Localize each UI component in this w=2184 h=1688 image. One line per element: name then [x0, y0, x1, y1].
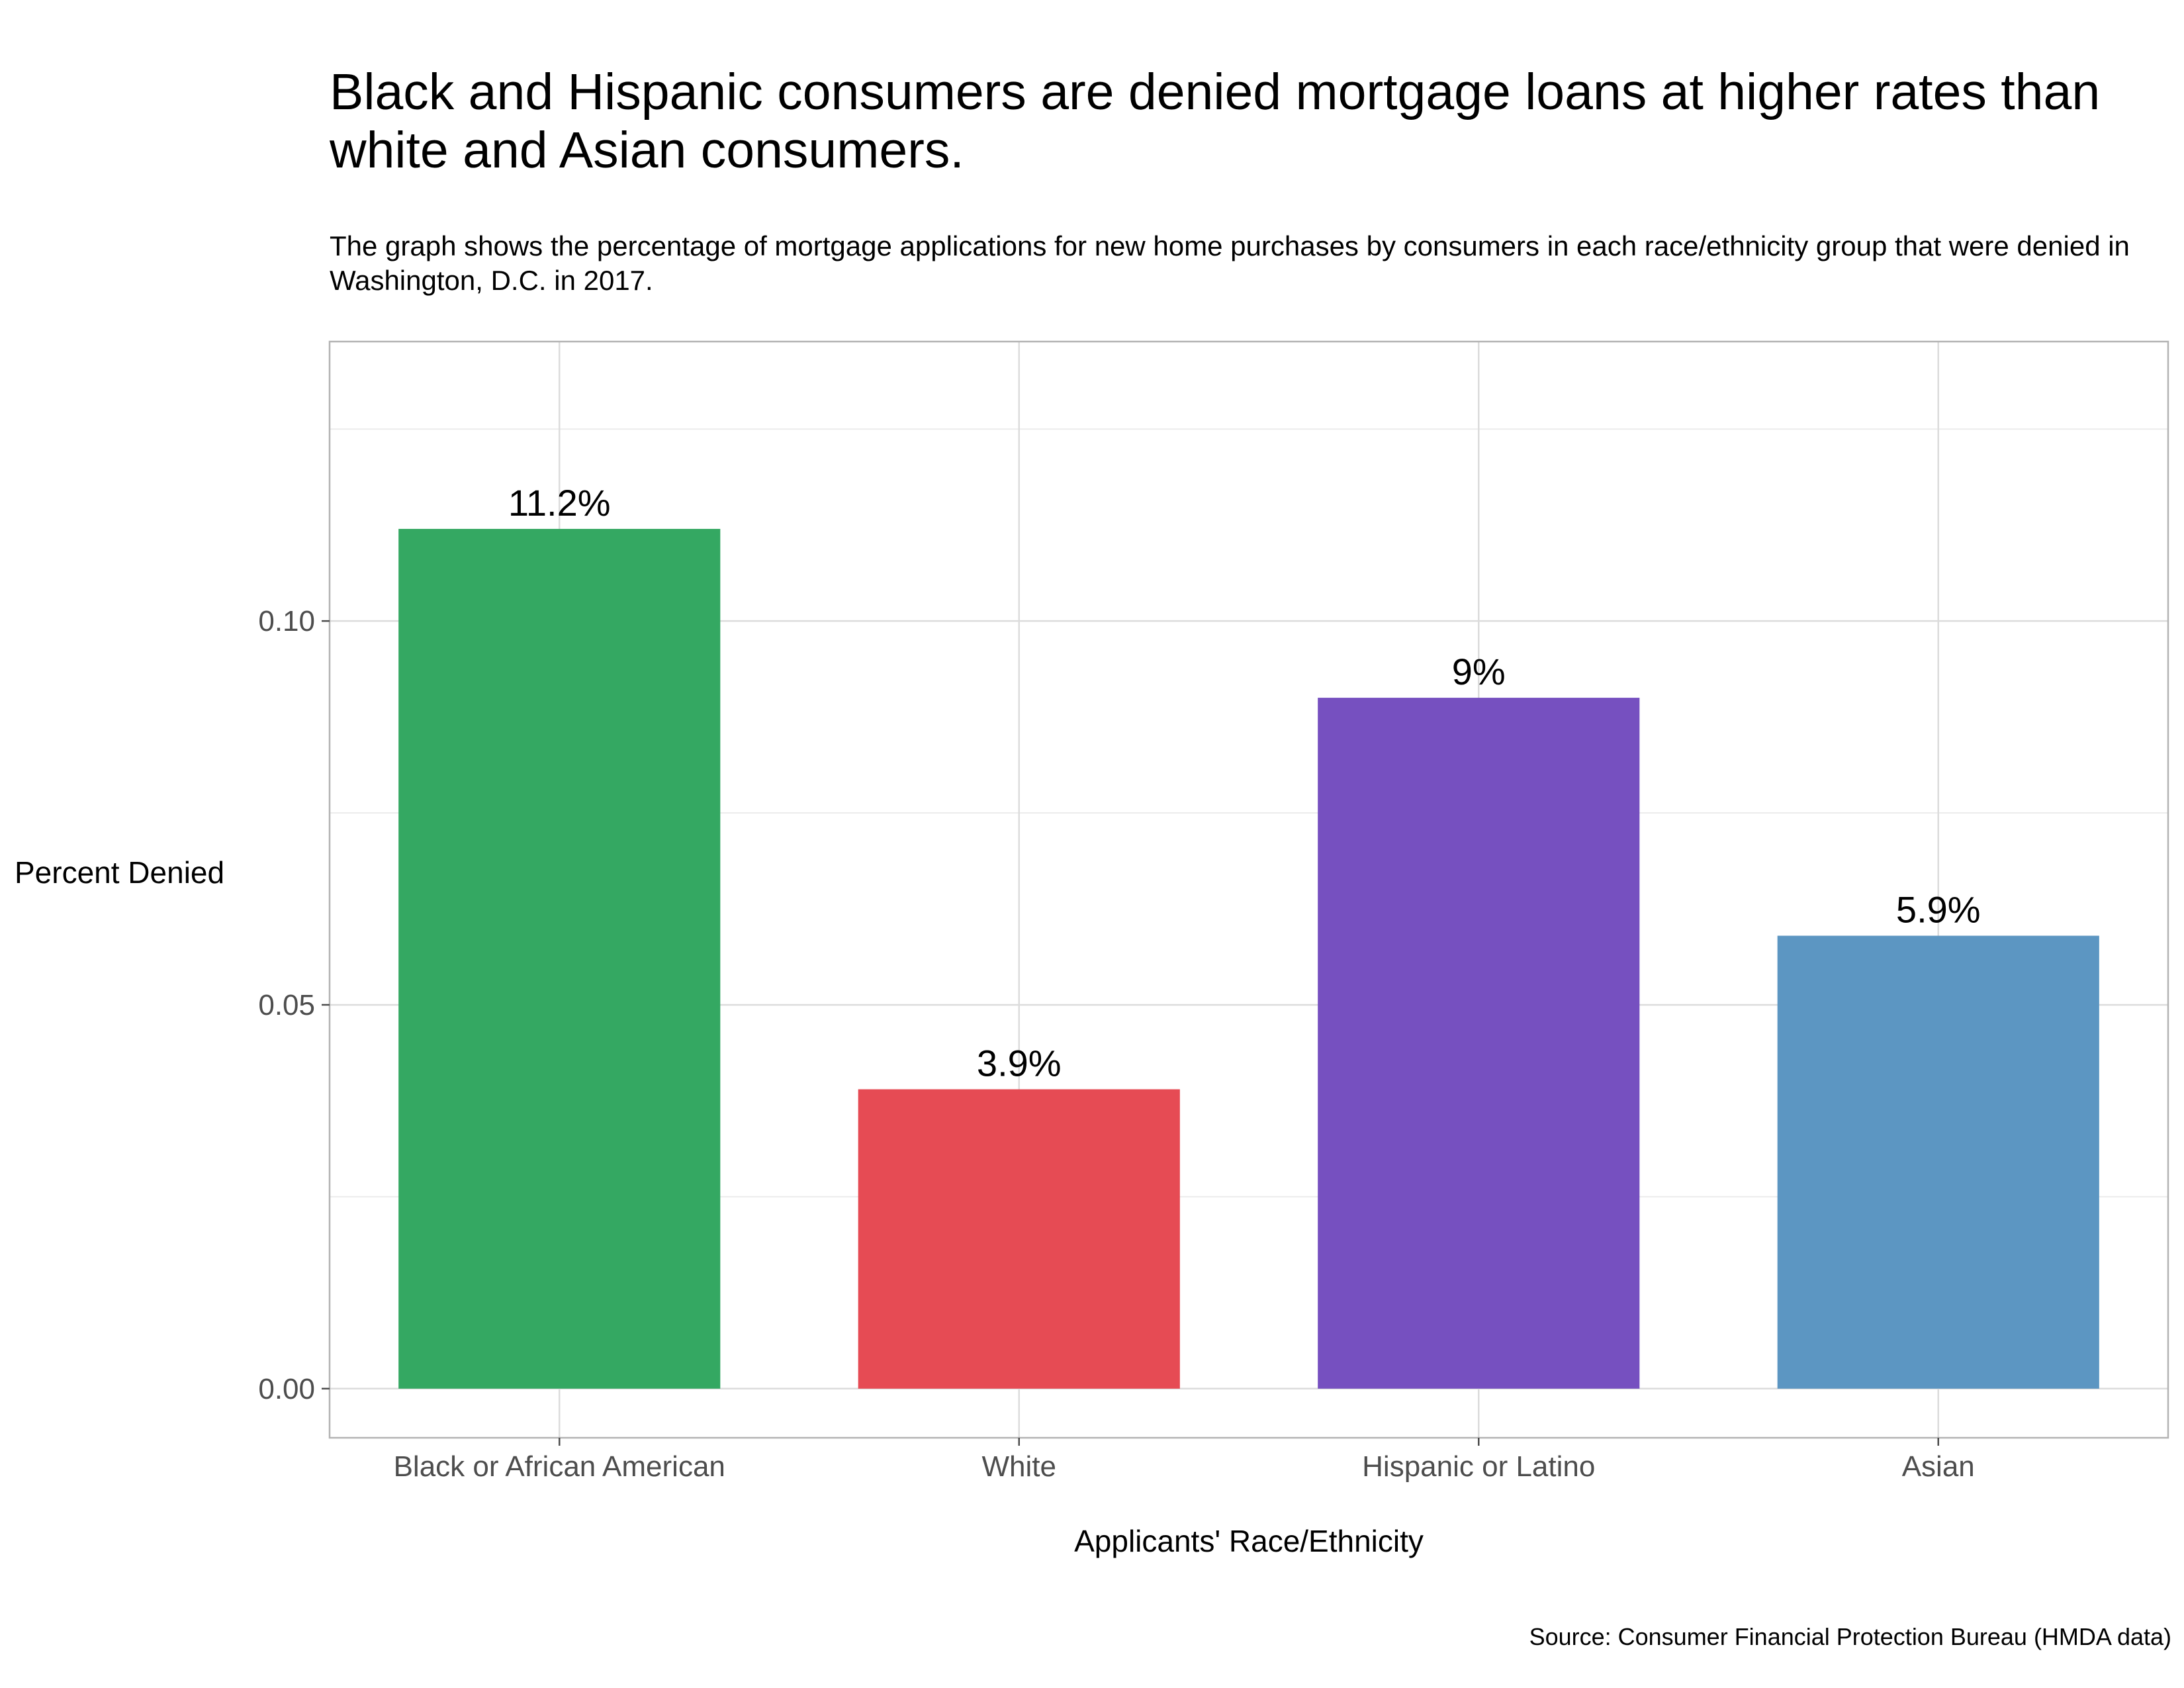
- bar-value-label: 11.2%: [508, 482, 611, 524]
- bar: [858, 1089, 1180, 1389]
- y-tick-label: 0.00: [258, 1373, 315, 1405]
- bar: [398, 528, 721, 1389]
- bar-value-label: 5.9%: [1896, 889, 1981, 931]
- plot-panel-border: [328, 340, 2169, 1439]
- chart-subtitle: The graph shows the percentage of mortga…: [330, 230, 2130, 296]
- data-labels: 11.2% 3.9% 9% 5.9%: [508, 482, 1981, 1084]
- bar-value-label: 3.9%: [977, 1043, 1062, 1084]
- x-tick-label: White: [982, 1450, 1056, 1483]
- axis-ticks: 0.00 0.05 0.10 Black or African American Whi…: [258, 605, 1974, 1483]
- bars: [398, 528, 2099, 1389]
- bar-value-label: 9%: [1452, 651, 1506, 692]
- chart-title: Black and Hispanic consumers are denied …: [330, 64, 2101, 179]
- bar: [1318, 698, 1640, 1389]
- source-caption: Source: Consumer Financial Protection Bu…: [1529, 1623, 2171, 1650]
- x-tick-label: Black or African American: [394, 1450, 725, 1483]
- y-tick-label: 0.05: [258, 989, 315, 1021]
- x-tick-label: Asian: [1902, 1450, 1975, 1483]
- x-tick-label: Hispanic or Latino: [1362, 1450, 1595, 1483]
- bar: [1777, 935, 2099, 1389]
- x-axis-title: Applicants' Race/Ethnicity: [1074, 1524, 1424, 1558]
- y-tick-label: 0.10: [258, 605, 315, 637]
- y-axis-title: Percent Denied: [15, 855, 224, 890]
